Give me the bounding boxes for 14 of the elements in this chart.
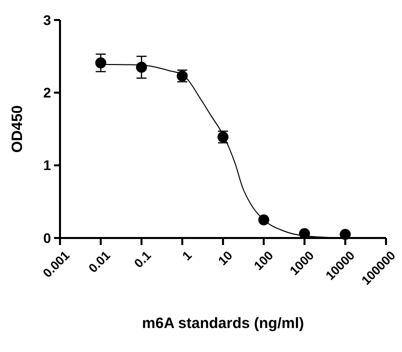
y-tick-label: 1	[43, 157, 52, 174]
x-tick-label: 0.01	[86, 248, 114, 276]
point	[95, 57, 106, 68]
x-tick-label: 0.1	[132, 248, 154, 271]
y-axis-title: OD450	[9, 105, 26, 153]
y-tick-label: 0	[43, 230, 52, 246]
point	[136, 62, 147, 73]
x-tick-label: 10	[216, 248, 236, 268]
x-tick-label: 1	[180, 248, 195, 264]
x-axis-title: m6A standards (ng/ml)	[142, 315, 304, 332]
x-tick-label: 100	[251, 248, 276, 274]
y-tick-label: 2	[43, 84, 52, 101]
point	[258, 214, 270, 226]
y-tick-label: 3	[43, 12, 52, 28]
